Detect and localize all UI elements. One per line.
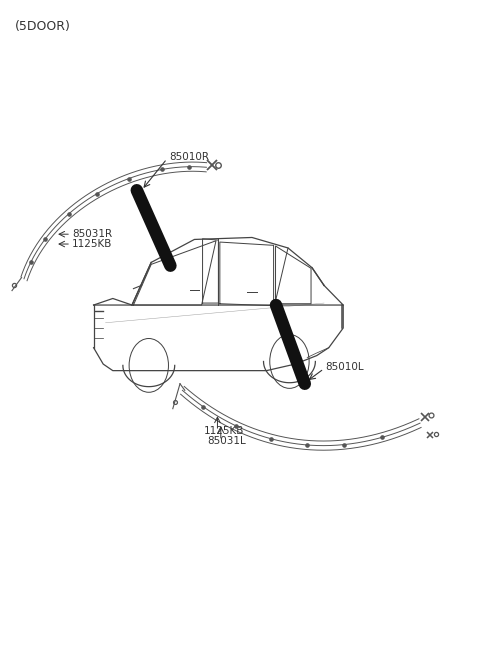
Text: 85010L: 85010L [325, 362, 364, 373]
Text: 85010R: 85010R [169, 152, 209, 163]
Text: 1125KB: 1125KB [72, 239, 112, 249]
Text: 85031R: 85031R [72, 229, 112, 239]
Text: 85031L: 85031L [207, 436, 246, 446]
Text: 1125KB: 1125KB [204, 426, 244, 436]
Text: (5DOOR): (5DOOR) [14, 20, 70, 33]
